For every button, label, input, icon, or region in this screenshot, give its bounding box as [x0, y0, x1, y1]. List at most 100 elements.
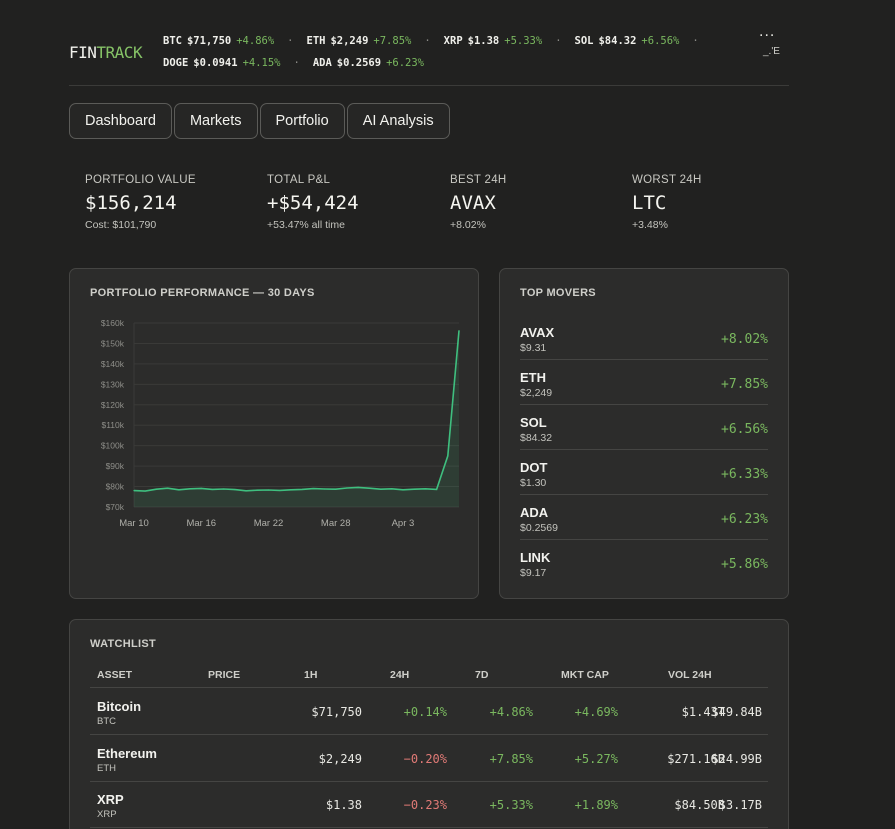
- y-tick-label: $160k: [101, 318, 125, 328]
- stat-total-pnl: TOTAL P&L +$54,424 +53.47% all time: [267, 174, 359, 231]
- cell-price: $71,750: [311, 705, 362, 719]
- ticker-item[interactable]: SOL $84.32 +6.56%: [575, 35, 680, 47]
- fintrack-logo[interactable]: FINTRACK: [69, 43, 143, 62]
- performance-point: [301, 488, 303, 491]
- stat-portfolio-value: PORTFOLIO VALUE $156,214 Cost: $101,790: [85, 174, 196, 231]
- performance-point: [144, 490, 146, 492]
- performance-point: [323, 488, 326, 490]
- stat-sub: +3.48%: [632, 219, 668, 231]
- y-tick-label: $130k: [101, 379, 125, 389]
- top-movers-title: TOP MOVERS: [520, 287, 596, 299]
- mover-item[interactable]: SOL $84.32 +6.56%: [520, 405, 768, 450]
- performance-point: [402, 489, 404, 491]
- asset-name: XRP: [97, 792, 124, 807]
- performance-point: [223, 488, 225, 490]
- mover-change: +5.86%: [721, 557, 768, 572]
- performance-point: [178, 489, 180, 491]
- performance-point: [189, 488, 191, 490]
- ticker-symbol: ETH: [306, 35, 326, 47]
- more-options-icon[interactable]: ...: [759, 23, 776, 40]
- stat-worst-24h: WORST 24H LTC +3.48%: [632, 174, 702, 231]
- top-movers-card: TOP MOVERS AVAX $9.31 +8.02% ETH $2,249 +7.85…: [499, 268, 789, 599]
- performance-point: [413, 488, 415, 490]
- stat-value: $156,214: [85, 192, 177, 214]
- asset-name: Ethereum: [97, 745, 157, 761]
- stat-sub: +53.47% all time: [267, 219, 345, 231]
- mover-price: $2,249: [520, 387, 553, 399]
- ticker-symbol: BTC: [163, 35, 182, 47]
- column-header-mkt-cap[interactable]: MKT CAP: [561, 669, 609, 681]
- table-row[interactable]: Bitcoin BTC $71,750 +0.14% +4.86% +4.69% $1.43…: [90, 689, 768, 735]
- asset-symbol: BTC: [97, 716, 116, 727]
- watchlist-card: WATCHLIST ASSET PRICE 1H 24H 7D MKT CAP …: [69, 619, 789, 829]
- column-header-asset[interactable]: ASSET: [97, 669, 133, 681]
- ticker-item[interactable]: BTC $71,750 +4.86%: [163, 35, 274, 47]
- performance-point: [279, 489, 281, 492]
- ticker-separator: ·: [692, 35, 699, 47]
- ticker-item[interactable]: ETH $2,249 +7.85%: [307, 35, 412, 47]
- cell-d7: +5.27%: [574, 751, 618, 766]
- stat-value: AVAX: [450, 192, 496, 214]
- ticker-item[interactable]: ADA $0.2569 +6.23%: [313, 57, 424, 69]
- cell-d7: +4.69%: [574, 705, 618, 719]
- y-tick-label: $140k: [101, 359, 125, 369]
- y-tick-label: $110k: [101, 420, 124, 430]
- table-row[interactable]: XRP XRP $1.38 −0.23% +5.33% +1.89% $84.50B $3.1…: [90, 782, 768, 828]
- ticker-symbol: XRP: [443, 35, 463, 47]
- x-tick-label: Mar 16: [186, 518, 216, 529]
- ticker-item[interactable]: XRP $1.38 +5.33%: [444, 35, 543, 47]
- ticker-separator: ·: [287, 35, 294, 47]
- ticker-separator: ·: [424, 35, 431, 47]
- y-tick-label: $150k: [101, 338, 125, 348]
- mover-item[interactable]: ADA $0.2569 +6.23%: [520, 495, 768, 540]
- asset-symbol: ETH: [97, 762, 116, 774]
- stat-sub: +8.02%: [450, 219, 486, 231]
- mover-item[interactable]: LINK $9.17 +5.86%: [520, 540, 768, 585]
- column-header-1h[interactable]: 1H: [304, 669, 318, 681]
- stat-label: PORTFOLIO VALUE: [85, 174, 196, 186]
- mover-price: $9.17: [520, 567, 547, 579]
- tab-ai-analysis[interactable]: AI Analysis: [346, 103, 450, 139]
- column-header-price[interactable]: PRICE: [208, 669, 241, 681]
- performance-point: [267, 489, 270, 491]
- cell-h24: +5.33%: [489, 798, 533, 812]
- performance-point: [290, 489, 292, 491]
- y-tick-label: $100k: [101, 441, 125, 451]
- mover-item[interactable]: ETH $2,249 +7.85%: [520, 360, 768, 405]
- mover-symbol: SOL: [520, 415, 547, 430]
- ticker-change: +4.15%: [242, 57, 281, 69]
- performance-point: [335, 488, 337, 490]
- stat-sub: Cost: $101,790: [85, 219, 157, 231]
- performance-point: [234, 489, 236, 491]
- ticker-row: BTC $71,750 +4.86% · ETH $2,249 +7.85% · XRP $1.3…: [163, 30, 743, 52]
- column-header-vol-24h[interactable]: VOL 24H: [668, 669, 712, 681]
- performance-chart[interactable]: $70k $80k $90k $100k $110k $120k $130k $140k $15…: [70, 269, 480, 600]
- cell-mcap: $84.50B: [674, 798, 725, 812]
- table-row[interactable]: Ethereum ETH $2,249 −0.20% +7.85% +5.27% $271.…: [90, 736, 768, 782]
- mover-change: +6.56%: [721, 422, 768, 437]
- more-options-label: _.'E: [763, 46, 780, 57]
- column-header-7d[interactable]: 7D: [475, 669, 489, 681]
- cell-d7: +1.89%: [574, 798, 618, 812]
- tab-portfolio[interactable]: Portfolio: [259, 103, 345, 139]
- column-header-24h[interactable]: 24H: [390, 669, 410, 681]
- mover-item[interactable]: AVAX $9.31 +8.02%: [520, 315, 768, 360]
- y-tick-label: $80k: [106, 482, 125, 492]
- cell-mcap: $271.16B: [667, 751, 725, 766]
- mover-symbol: ADA: [520, 505, 549, 520]
- performance-area: [134, 330, 459, 507]
- performance-point: [200, 487, 202, 489]
- tab-markets[interactable]: Markets: [173, 103, 258, 139]
- mover-change: +6.23%: [721, 512, 768, 527]
- performance-point: [211, 488, 214, 491]
- ticker-item[interactable]: DOGE $0.0941 +4.15%: [163, 57, 281, 69]
- cell-vol: $49.84B: [711, 705, 762, 719]
- ticker-price: $84.32: [598, 35, 637, 47]
- tab-dashboard[interactable]: Dashboard: [69, 103, 172, 139]
- ticker-price: $1.38: [467, 35, 500, 47]
- performance-point: [458, 330, 460, 332]
- performance-point: [133, 490, 135, 492]
- ticker-price: $71,750: [186, 35, 232, 47]
- mover-item[interactable]: DOT $1.30 +6.33%: [520, 450, 768, 495]
- mover-symbol: ETH: [520, 370, 546, 385]
